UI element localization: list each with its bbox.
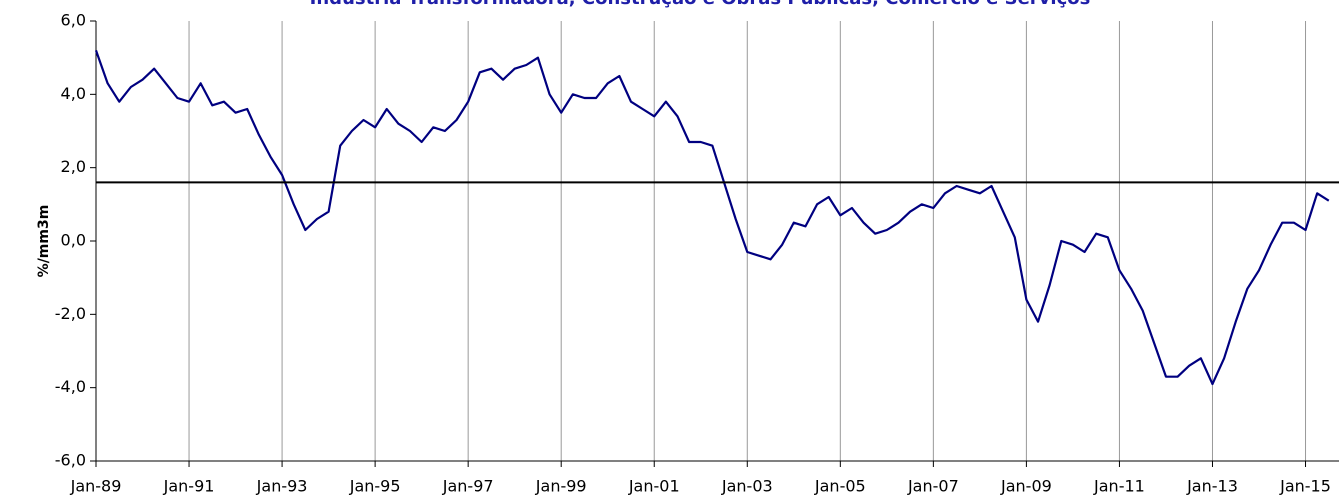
x-tick-label: Jan-05 <box>814 477 866 496</box>
y-tick-label: 2,0 <box>61 157 86 176</box>
y-tick-label: -6,0 <box>55 451 86 470</box>
x-tick-label: Jan-13 <box>1186 477 1238 496</box>
x-tick-label: Jan-01 <box>628 477 680 496</box>
chart-title: Indústria Transformadora, Construção e O… <box>310 0 1091 9</box>
y-tick-label: 0,0 <box>61 231 86 250</box>
y-axis-label: %/mm3m <box>36 205 52 278</box>
x-tick-label: Jan-93 <box>256 477 308 496</box>
y-tick-label: -4,0 <box>55 377 86 396</box>
x-tick-label: Jan-15 <box>1279 477 1331 496</box>
x-tick-label: Jan-07 <box>907 477 959 496</box>
y-tick-label: 6,0 <box>61 11 86 30</box>
x-tick-label: Jan-95 <box>349 477 401 496</box>
y-tick-label: -2,0 <box>55 304 86 323</box>
x-tick-label: Jan-89 <box>70 477 122 496</box>
x-tick-label: Jan-11 <box>1093 477 1145 496</box>
y-tick-label: 4,0 <box>61 84 86 103</box>
x-tick-label: Jan-99 <box>535 477 587 496</box>
data-line <box>94 49 1330 386</box>
x-tick-label: Jan-09 <box>1000 477 1052 496</box>
x-tick-label: Jan-97 <box>442 477 494 496</box>
x-tick-label: Jan-03 <box>721 477 773 496</box>
x-tick-label: Jan-91 <box>163 477 215 496</box>
